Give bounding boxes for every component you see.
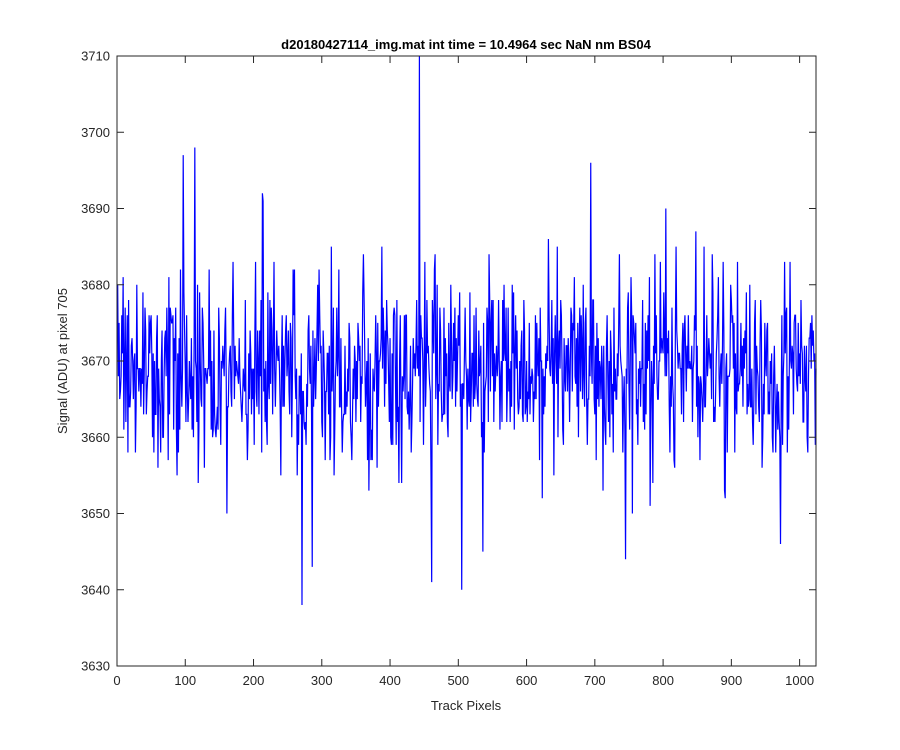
x-tick-label: 600	[516, 673, 538, 688]
x-tick-label: 0	[113, 673, 120, 688]
x-tick-label: 700	[584, 673, 606, 688]
y-tick-label: 3660	[81, 430, 110, 445]
x-tick-label: 300	[311, 673, 333, 688]
series-line	[117, 55, 817, 606]
y-tick-label: 3670	[81, 354, 110, 369]
x-tick-label: 900	[721, 673, 743, 688]
x-axis: 0 100 200 300 400 500 600 700 800 900 1000	[113, 56, 814, 688]
y-tick-label: 3680	[81, 277, 110, 292]
y-tick-label: 3650	[81, 506, 110, 521]
series-layer	[117, 55, 817, 606]
y-tick-label: 3710	[81, 49, 110, 64]
x-axis-label: Track Pixels	[431, 698, 502, 713]
x-tick-label: 400	[379, 673, 401, 688]
y-tick-label: 3640	[81, 582, 110, 597]
x-tick-label: 800	[652, 673, 674, 688]
x-tick-label: 500	[447, 673, 469, 688]
y-tick-label: 3700	[81, 125, 110, 140]
x-tick-label: 1000	[785, 673, 814, 688]
x-tick-label: 100	[174, 673, 196, 688]
x-tick-label: 200	[243, 673, 265, 688]
y-axis-label: Signal (ADU) at pixel 705	[55, 288, 70, 434]
y-axis: 3630 3640 3650 3660 3670 3680 3690 3700 3710	[81, 49, 816, 674]
y-tick-label: 3690	[81, 201, 110, 216]
y-tick-label: 3630	[81, 659, 110, 674]
chart-title: d20180427114_img.mat int time = 10.4964 …	[281, 37, 651, 52]
